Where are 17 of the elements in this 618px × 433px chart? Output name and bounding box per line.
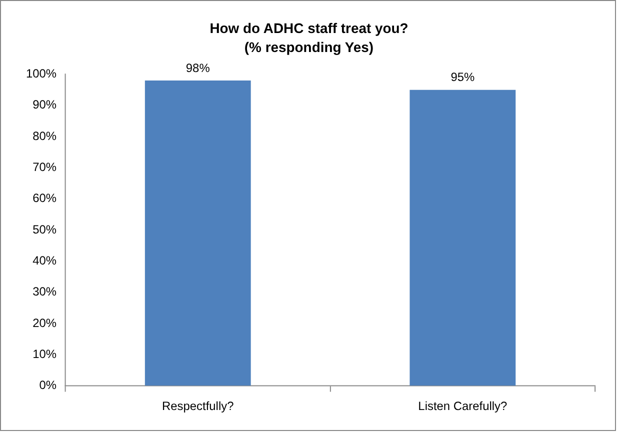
- data-label: 98%: [186, 60, 210, 75]
- y-tick-label: 50%: [32, 222, 57, 236]
- chart-title: How do ADHC staff treat you?: [210, 20, 408, 36]
- y-tick-label: 40%: [32, 253, 57, 268]
- y-tick-label: 100%: [26, 66, 57, 81]
- y-tick-label: 0%: [39, 378, 57, 392]
- x-tick-label: Respectfully?: [162, 399, 234, 414]
- y-tick-label: 80%: [32, 128, 57, 143]
- y-tick-label: 20%: [32, 316, 57, 330]
- y-tick-label: 90%: [32, 98, 57, 112]
- chart-subtitle: (% responding Yes): [244, 38, 374, 55]
- data-label: 95%: [450, 70, 476, 84]
- y-tick-label: 60%: [32, 191, 57, 206]
- x-tick-label: Listen Carefully?: [418, 399, 508, 414]
- y-tick-label: 10%: [32, 346, 57, 361]
- y-tick-label: 70%: [32, 160, 57, 174]
- y-tick-label: 30%: [32, 284, 57, 299]
